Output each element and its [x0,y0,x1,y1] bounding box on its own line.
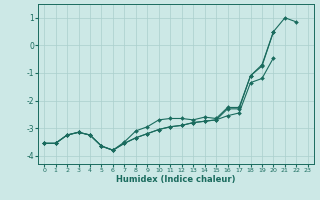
X-axis label: Humidex (Indice chaleur): Humidex (Indice chaleur) [116,175,236,184]
